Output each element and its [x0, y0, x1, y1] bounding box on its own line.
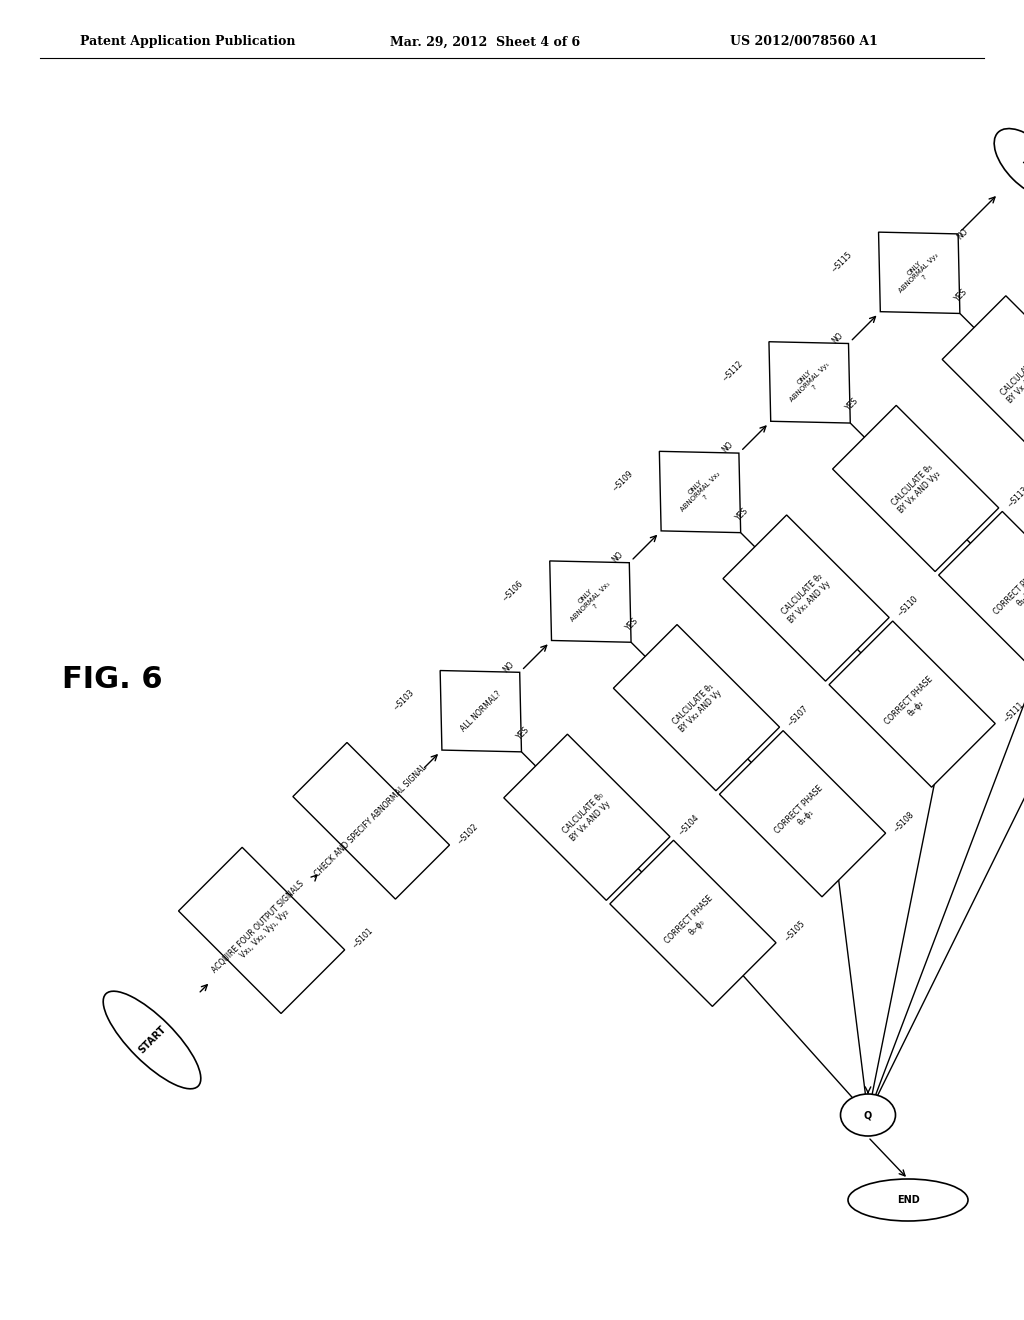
Polygon shape [833, 405, 998, 572]
Text: ∼S108: ∼S108 [892, 810, 916, 834]
Text: ∼S112: ∼S112 [720, 359, 744, 384]
Text: ACQUIRE FOUR OUTPUT SIGNALS
Vx₁, Vx₂, Vy₁, Vy₂: ACQUIRE FOUR OUTPUT SIGNALS Vx₁, Vx₂, Vy… [210, 879, 313, 982]
Text: ∼S103: ∼S103 [391, 688, 416, 713]
Polygon shape [178, 847, 345, 1014]
Ellipse shape [994, 128, 1024, 198]
Text: CORRECT PHASE
θ₁-ϕ₁: CORRECT PHASE θ₁-ϕ₁ [773, 784, 833, 843]
Text: YES: YES [515, 725, 531, 742]
Polygon shape [720, 731, 886, 896]
Text: ∼S104: ∼S104 [676, 813, 700, 838]
Text: NO: NO [501, 660, 516, 675]
Text: CALCULATE θ₄
BY Vx AND Vy₁: CALCULATE θ₄ BY Vx AND Vy₁ [998, 352, 1024, 405]
Polygon shape [504, 734, 670, 900]
Text: CHECK AND SPECIFY ABNORMAL SIGNAL: CHECK AND SPECIFY ABNORMAL SIGNAL [313, 763, 429, 879]
Text: ∼S101: ∼S101 [350, 927, 375, 950]
Text: P: P [1022, 157, 1024, 169]
Text: CALCULATE θ₀
BY Vx AND Vy: CALCULATE θ₀ BY Vx AND Vy [561, 791, 612, 843]
Text: ONLY
ABNORMAL Vx₁
?: ONLY ABNORMAL Vx₁ ? [564, 576, 616, 627]
Text: ∼S113: ∼S113 [1005, 484, 1024, 510]
Text: NO: NO [720, 440, 735, 455]
Polygon shape [610, 841, 776, 1006]
Text: ∼S102: ∼S102 [456, 821, 480, 846]
Polygon shape [659, 451, 740, 533]
Text: ONLY
ABNORMAL Vy₂
?: ONLY ABNORMAL Vy₂ ? [893, 247, 945, 298]
Text: NO: NO [955, 227, 970, 242]
Polygon shape [293, 742, 450, 899]
Text: ∼S105: ∼S105 [782, 919, 807, 944]
Text: NO: NO [829, 330, 845, 345]
Text: Mar. 29, 2012  Sheet 4 of 6: Mar. 29, 2012 Sheet 4 of 6 [390, 36, 581, 49]
Ellipse shape [841, 1094, 896, 1137]
Text: YES: YES [625, 615, 641, 632]
Text: START: START [136, 1024, 168, 1056]
Text: CALCULATE θ₃
BY Vx AND Vy₂: CALCULATE θ₃ BY Vx AND Vy₂ [889, 462, 942, 515]
Text: YES: YES [734, 506, 751, 523]
Text: Q: Q [864, 1110, 872, 1119]
Ellipse shape [103, 991, 201, 1089]
Polygon shape [440, 671, 521, 752]
Polygon shape [939, 511, 1024, 677]
Text: ∼S115: ∼S115 [829, 249, 854, 275]
Polygon shape [879, 232, 959, 313]
Polygon shape [723, 515, 889, 681]
Text: ∼S106: ∼S106 [501, 578, 525, 603]
Text: CORRECT PHASE
θ₀-ϕ₀: CORRECT PHASE θ₀-ϕ₀ [664, 894, 722, 953]
Text: ∼S110: ∼S110 [895, 594, 920, 619]
Polygon shape [769, 342, 850, 422]
Text: US 2012/0078560 A1: US 2012/0078560 A1 [730, 36, 878, 49]
Polygon shape [613, 624, 779, 791]
Text: ∼S111: ∼S111 [1001, 701, 1024, 725]
Text: FIG. 6: FIG. 6 [62, 665, 163, 694]
Text: CALCULATE θ₁
BY Vx₂ AND Vy: CALCULATE θ₁ BY Vx₂ AND Vy [670, 681, 723, 734]
Text: ∼S107: ∼S107 [785, 704, 810, 729]
Text: YES: YES [953, 286, 970, 304]
Text: ONLY
ABNORMAL Vx₂
?: ONLY ABNORMAL Vx₂ ? [674, 466, 726, 517]
Text: Patent Application Publication: Patent Application Publication [80, 36, 296, 49]
Text: YES: YES [844, 396, 860, 413]
Polygon shape [829, 620, 995, 787]
Polygon shape [550, 561, 631, 643]
Text: ONLY
ABNORMAL Vy₁
?: ONLY ABNORMAL Vy₁ ? [783, 356, 836, 408]
Text: CORRECT PHASE
θ₃-ϕ₃: CORRECT PHASE θ₃-ϕ₃ [992, 565, 1024, 624]
Text: NO: NO [610, 549, 626, 565]
Text: ALL NORMAL?: ALL NORMAL? [459, 689, 503, 733]
Polygon shape [942, 296, 1024, 462]
Text: CORRECT PHASE
θ₂-ϕ₂: CORRECT PHASE θ₂-ϕ₂ [883, 675, 942, 734]
Text: CALCULATE θ₂
BY Vx₁ AND Vy: CALCULATE θ₂ BY Vx₁ AND Vy [779, 572, 833, 624]
Text: ∼S109: ∼S109 [610, 469, 635, 494]
Text: END: END [897, 1195, 920, 1205]
Ellipse shape [848, 1179, 968, 1221]
